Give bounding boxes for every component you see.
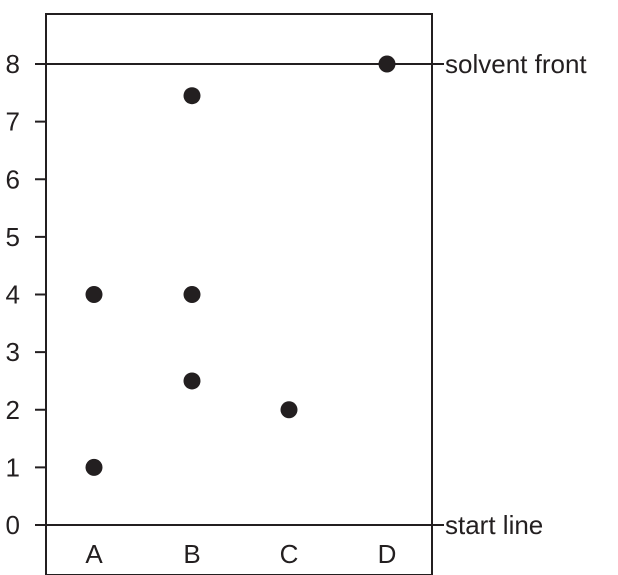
y-tick-label: 8 bbox=[6, 49, 20, 79]
reference-line-label: solvent front bbox=[445, 49, 587, 79]
column-labels: A B C D bbox=[85, 539, 396, 569]
reference-line-label: start line bbox=[445, 510, 543, 540]
y-tick-label: 5 bbox=[6, 222, 20, 252]
spot-b-4 bbox=[183, 372, 201, 390]
y-tick-label: 1 bbox=[6, 452, 20, 482]
column-label-d: D bbox=[378, 539, 397, 569]
y-axis-ticks: 0 1 2 3 4 5 6 7 8 bbox=[6, 49, 46, 540]
spot-c-5 bbox=[280, 401, 298, 419]
y-tick-label: 4 bbox=[6, 280, 20, 310]
spot-b-3 bbox=[183, 286, 201, 303]
column-label-b: B bbox=[183, 539, 200, 569]
reference-lines: solvent front start line bbox=[35, 49, 587, 540]
spot-a-0 bbox=[85, 286, 103, 303]
spots bbox=[85, 55, 396, 476]
spot-a-1 bbox=[85, 458, 103, 476]
spot-b-2 bbox=[183, 87, 201, 105]
y-tick-label: 3 bbox=[6, 337, 20, 367]
y-tick-label: 2 bbox=[6, 395, 20, 425]
y-tick-label: 6 bbox=[6, 164, 20, 194]
column-label-c: C bbox=[280, 539, 299, 569]
plate-frame bbox=[45, 13, 433, 575]
y-tick-label: 7 bbox=[6, 107, 20, 137]
spot-d-6 bbox=[378, 55, 396, 73]
y-tick-label: 0 bbox=[6, 510, 20, 540]
column-label-a: A bbox=[85, 539, 103, 569]
